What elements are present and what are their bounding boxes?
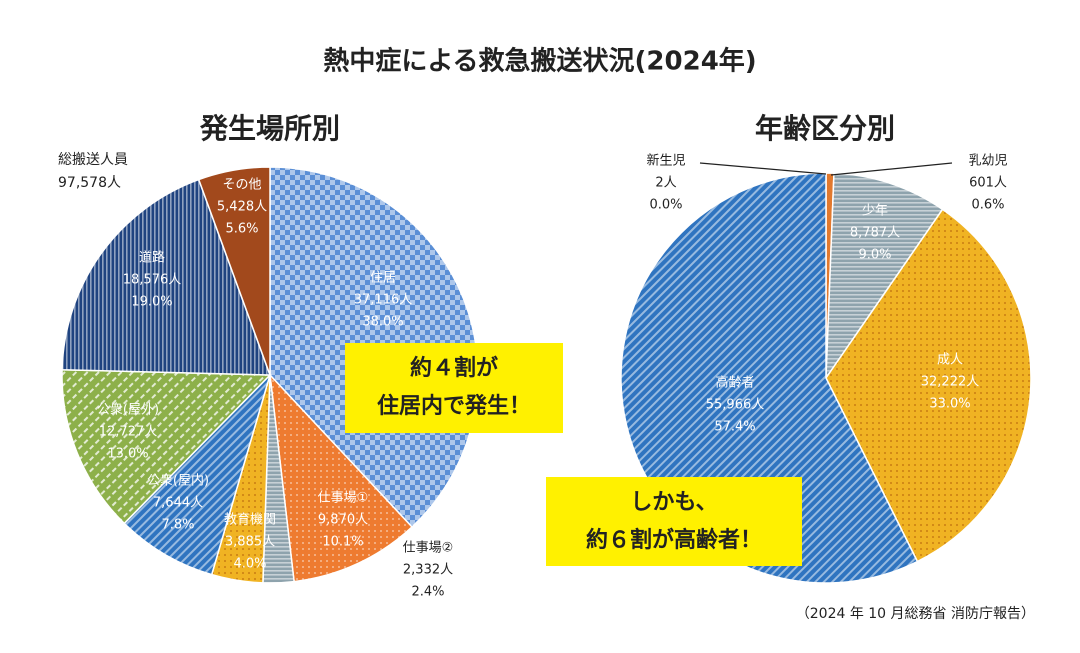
percent-label: 2.4% [411, 585, 444, 600]
value-label: 37,116人 [354, 293, 413, 308]
pie-slice [825, 208, 1032, 563]
callout-box [546, 477, 802, 566]
value-label: 601人 [969, 176, 1007, 191]
page-title: 熱中症による救急搬送状況(2024年) [323, 46, 756, 77]
callout-text: 住居内で発生！ [377, 393, 531, 419]
percent-label: 9.0% [858, 248, 891, 263]
value-label: 5,428人 [217, 200, 267, 215]
chart-title: 年齢区分別 [755, 112, 895, 145]
percent-label: 19.0% [131, 295, 172, 310]
annotation: 総搬送人員 [58, 152, 128, 168]
slice-label: 住居 [370, 271, 396, 286]
pie-slice [268, 372, 414, 583]
percent-label: 10.1% [322, 535, 363, 550]
slice-label: 新生児 [646, 153, 685, 169]
slice-label: その他 [222, 178, 261, 193]
slice-label: 教育機関 [224, 512, 276, 528]
leader-line [699, 162, 827, 175]
value-label: 2人 [655, 176, 676, 191]
slice-label: 公衆(屋外) [97, 402, 159, 418]
percent-label: 7.8% [161, 518, 194, 533]
slice-label: 乳幼児 [968, 154, 1007, 169]
callout-text: 約４割が [410, 355, 498, 381]
slice-label: 道路 [139, 250, 165, 266]
pie-slice [123, 374, 271, 576]
pie-slice [61, 369, 272, 525]
value-label: 3,885人 [225, 535, 275, 550]
slice-label: 仕事場② [403, 541, 454, 556]
callout-text: 約６割が高齢者！ [586, 527, 762, 553]
percent-label: 38.0% [362, 315, 403, 330]
annotation: 97,578人 [58, 175, 121, 191]
pie-slice [61, 178, 272, 376]
percent-label: 33.0% [929, 397, 970, 412]
value-label: 55,966人 [706, 398, 765, 413]
value-label: 2,332人 [403, 563, 453, 578]
leader-line [830, 162, 953, 176]
callout-text: しかも、 [630, 490, 717, 515]
chart-title: 発生場所別 [199, 112, 340, 145]
slice-label: 公衆(屋内) [147, 473, 209, 489]
value-label: 9,870人 [318, 513, 368, 528]
percent-label: 5.6% [225, 222, 258, 237]
pie-slice [197, 166, 271, 376]
percent-label: 57.4% [714, 420, 755, 435]
percent-label: 0.0% [649, 198, 682, 213]
value-label: 8,787人 [850, 226, 900, 241]
percent-label: 13.0% [107, 447, 148, 462]
percent-label: 4.0% [233, 557, 266, 572]
source-note: （2024 年 10 月総務省 消防庁報告） [796, 606, 1035, 622]
slice-label: 仕事場① [318, 491, 369, 506]
slice-label: 成人 [937, 353, 963, 368]
value-label: 32,222人 [921, 375, 980, 390]
callout-box [345, 343, 563, 433]
value-label: 18,576人 [123, 273, 182, 288]
value-label: 12,727人 [99, 425, 158, 440]
slice-label: 少年 [862, 204, 888, 219]
value-label: 7,644人 [153, 496, 203, 511]
percent-label: 0.6% [971, 198, 1004, 213]
pie-slice [825, 172, 944, 381]
slice-label: 高齢者 [715, 375, 754, 391]
